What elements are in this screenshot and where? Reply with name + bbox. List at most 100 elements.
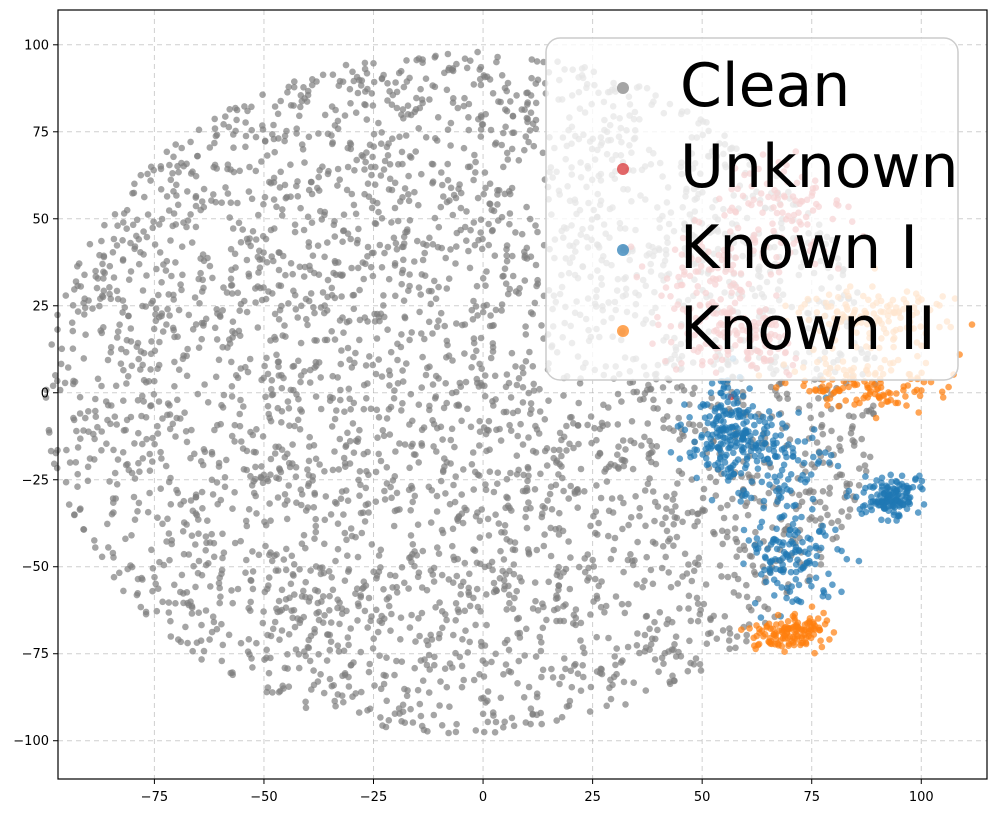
point-clean	[227, 282, 235, 289]
point-clean	[453, 388, 460, 396]
point-clean	[502, 106, 509, 113]
point-clean	[231, 250, 239, 258]
point-clean	[173, 181, 180, 189]
point-clean	[291, 78, 298, 85]
point-clean	[275, 249, 283, 256]
point-clean	[158, 215, 166, 223]
point-known-ii	[836, 387, 843, 395]
point-clean	[406, 153, 414, 160]
point-clean	[262, 542, 269, 550]
point-clean	[399, 106, 407, 113]
point-clean	[441, 322, 449, 330]
point-known-i	[892, 477, 900, 485]
point-clean	[244, 107, 251, 115]
point-clean	[285, 405, 293, 412]
point-clean	[506, 599, 513, 607]
point-known-i	[890, 485, 897, 492]
point-clean	[481, 382, 488, 390]
point-known-i	[693, 474, 700, 482]
point-clean	[618, 398, 625, 405]
point-clean	[247, 598, 254, 606]
point-clean	[294, 314, 302, 321]
point-clean	[127, 325, 135, 332]
point-clean	[302, 295, 310, 303]
point-clean	[152, 311, 159, 318]
point-clean	[477, 216, 485, 223]
point-known-i	[903, 493, 910, 501]
point-clean	[659, 384, 667, 391]
point-clean	[501, 639, 509, 647]
point-clean	[311, 586, 319, 594]
point-clean	[295, 357, 302, 365]
point-clean	[403, 692, 411, 700]
point-clean	[218, 657, 226, 665]
point-clean	[351, 359, 358, 367]
point-clean	[507, 394, 515, 401]
point-clean	[249, 585, 257, 593]
point-clean	[411, 664, 419, 672]
point-clean	[696, 421, 704, 429]
point-clean	[373, 406, 381, 414]
point-clean	[485, 532, 493, 539]
point-clean	[441, 665, 449, 672]
point-clean	[292, 473, 300, 481]
point-clean	[92, 413, 100, 421]
point-clean	[365, 594, 373, 602]
point-clean	[445, 729, 452, 737]
point-clean	[226, 214, 233, 221]
point-clean	[610, 546, 617, 554]
point-clean	[348, 532, 356, 540]
point-clean	[572, 606, 580, 613]
point-clean	[393, 589, 401, 596]
point-known-i	[677, 421, 684, 429]
point-clean	[448, 425, 456, 433]
point-clean	[110, 446, 117, 454]
point-clean	[393, 489, 401, 497]
point-known-ii	[830, 629, 838, 636]
point-clean	[591, 424, 598, 432]
point-clean	[119, 309, 126, 316]
point-clean	[579, 644, 587, 651]
point-clean	[776, 395, 783, 402]
point-clean	[240, 466, 248, 473]
point-clean	[499, 567, 507, 575]
point-clean	[151, 347, 159, 355]
point-clean	[667, 583, 675, 591]
point-clean	[111, 211, 119, 218]
point-clean	[572, 614, 580, 622]
point-clean	[458, 683, 466, 691]
point-clean	[297, 372, 305, 379]
point-clean	[436, 702, 443, 709]
point-clean	[634, 538, 641, 546]
point-clean	[222, 113, 229, 120]
point-clean	[226, 340, 234, 347]
point-known-i	[767, 559, 774, 566]
point-clean	[378, 612, 386, 620]
point-clean	[277, 97, 285, 105]
point-known-i	[810, 426, 818, 433]
point-clean	[138, 574, 145, 582]
point-clean	[391, 507, 399, 515]
point-known-i	[795, 546, 803, 554]
point-clean	[264, 370, 272, 378]
point-clean	[392, 572, 399, 580]
point-clean	[302, 704, 310, 712]
point-clean	[356, 336, 363, 344]
point-clean	[267, 517, 274, 524]
point-clean	[429, 82, 437, 89]
point-known-i	[905, 498, 913, 506]
point-clean	[574, 670, 582, 677]
point-known-i	[676, 455, 684, 463]
legend-label-unknown: Unknown	[680, 132, 959, 202]
point-known-i	[719, 440, 726, 448]
point-clean	[213, 625, 221, 633]
point-known-i	[893, 517, 900, 524]
point-clean	[438, 526, 446, 534]
point-clean	[267, 337, 274, 344]
point-known-i	[720, 393, 727, 400]
point-clean	[390, 395, 398, 402]
point-clean	[697, 667, 705, 674]
point-clean	[282, 566, 290, 574]
point-known-i	[873, 477, 880, 484]
point-clean	[555, 582, 562, 589]
